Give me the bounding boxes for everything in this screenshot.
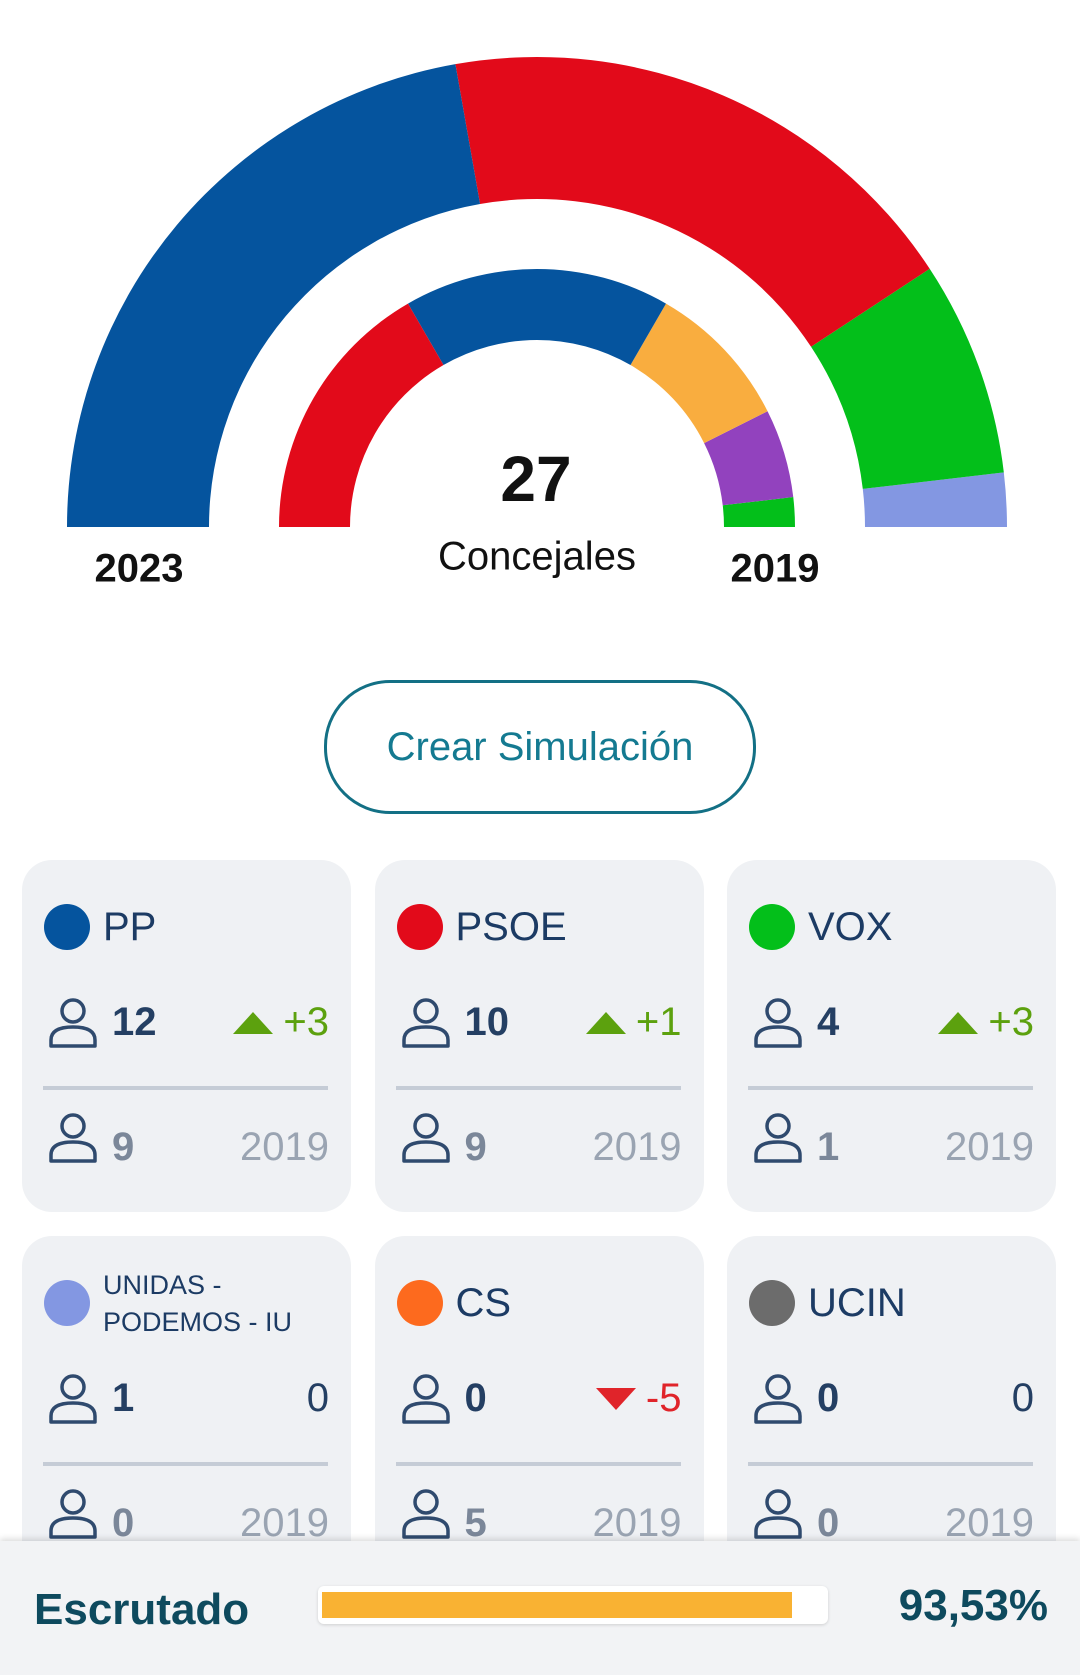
divider xyxy=(748,1462,1033,1466)
seat-segment xyxy=(67,64,481,528)
previous-year: 2019 xyxy=(240,1125,329,1169)
person-icon xyxy=(754,998,802,1048)
previous-seats: 1 xyxy=(817,1125,840,1169)
person-icon xyxy=(401,1113,450,1163)
previous-year: 2019 xyxy=(592,1501,682,1545)
party-card: UCIN 0 0 0 2019 xyxy=(727,1236,1056,1588)
seat-diff: 0 xyxy=(307,1376,329,1421)
seat-diff: +1 xyxy=(585,1000,682,1045)
total-label: Concejales xyxy=(438,535,636,579)
seats-value: 0 xyxy=(464,1376,487,1420)
outer-year: 2023 xyxy=(95,547,184,591)
person-icon xyxy=(754,1113,802,1163)
divider xyxy=(43,1462,328,1466)
seat-diff: +3 xyxy=(938,1000,1034,1045)
trend-arrow xyxy=(595,1387,636,1410)
seat-segment xyxy=(722,497,795,527)
seat-segment xyxy=(704,411,794,506)
previous-seats: 5 xyxy=(464,1501,487,1545)
party-dot xyxy=(44,904,90,950)
person-icon xyxy=(401,1489,450,1539)
diff-text: 0 xyxy=(306,1376,329,1420)
trend-arrow xyxy=(233,1011,274,1034)
seats-value: 4 xyxy=(817,1000,840,1044)
seat-segment xyxy=(811,268,1004,489)
person-icon xyxy=(401,998,450,1048)
previous-year: 2019 xyxy=(945,1125,1034,1169)
party-dot xyxy=(749,904,795,950)
total-seats: 27 xyxy=(500,443,571,515)
person-icon xyxy=(754,1489,802,1539)
party-name: UCIN xyxy=(808,1280,906,1325)
seat-segment xyxy=(862,472,1007,527)
diff-text: +1 xyxy=(635,1000,682,1044)
footer: Escrutado 93,53% xyxy=(0,1541,1080,1675)
divider xyxy=(395,1086,681,1090)
seat-segment xyxy=(455,57,930,347)
seats-value: 0 xyxy=(817,1376,840,1420)
diff-text: 0 xyxy=(1011,1376,1034,1420)
divider xyxy=(748,1086,1033,1090)
person-icon xyxy=(49,1489,97,1539)
party-name: VOX xyxy=(808,904,893,949)
seat-diff: 0 xyxy=(1012,1376,1034,1421)
progress-label: 93,53% xyxy=(898,1581,1048,1630)
diff-text: +3 xyxy=(988,1000,1034,1044)
seat-segment xyxy=(630,303,768,444)
divider xyxy=(395,1462,681,1466)
seats-value: 10 xyxy=(464,1000,510,1044)
person-icon xyxy=(49,1113,97,1163)
person-icon xyxy=(49,998,97,1048)
seat-segment xyxy=(408,268,666,366)
party-dot xyxy=(396,1280,443,1326)
previous-seats: 0 xyxy=(817,1501,840,1545)
divider xyxy=(43,1086,328,1090)
party-name: UNIDAS - PODEMOS - IU xyxy=(103,1270,293,1337)
previous-year: 2019 xyxy=(592,1125,682,1169)
party-card: PSOE 10 +1 9 2019 xyxy=(374,860,704,1212)
previous-year: 2019 xyxy=(240,1501,329,1545)
party-card: CS 0 -5 5 2019 xyxy=(374,1236,704,1588)
seat-diff: +3 xyxy=(233,1000,329,1045)
trend-arrow xyxy=(938,1011,979,1034)
footer-label: Escrutado xyxy=(34,1585,250,1634)
diff-text: -5 xyxy=(645,1376,682,1420)
hemicycle: 27 Concejales 2023 2019 xyxy=(67,57,1007,591)
party-name: CS xyxy=(455,1280,512,1325)
progress-track xyxy=(318,1586,828,1624)
person-icon xyxy=(49,1374,97,1424)
seats-value: 12 xyxy=(112,1000,157,1044)
party-dot xyxy=(749,1280,795,1326)
seat-diff: -5 xyxy=(595,1376,682,1421)
person-icon xyxy=(754,1374,802,1424)
progress-fill xyxy=(322,1592,792,1618)
previous-seats: 9 xyxy=(464,1125,487,1169)
party-name: PP xyxy=(103,904,157,949)
trend-arrow xyxy=(585,1011,626,1034)
party-dot xyxy=(44,1280,90,1326)
diff-text: +3 xyxy=(283,1000,329,1044)
inner-year: 2019 xyxy=(731,547,820,591)
seat-segment xyxy=(279,303,444,527)
party-card: PP 12 +3 9 2019 xyxy=(22,860,351,1212)
previous-seats: 9 xyxy=(112,1125,135,1169)
party-name: PSOE xyxy=(455,904,567,949)
create-simulation-button[interactable]: Crear Simulación xyxy=(324,680,756,814)
party-card: VOX 4 +3 1 2019 xyxy=(727,860,1056,1212)
party-card: UNIDAS - PODEMOS - IU 1 0 0 2019 xyxy=(22,1236,351,1588)
previous-seats: 0 xyxy=(112,1501,135,1545)
person-icon xyxy=(401,1374,450,1424)
party-dot xyxy=(396,904,443,950)
previous-year: 2019 xyxy=(945,1501,1034,1545)
seats-value: 1 xyxy=(112,1376,135,1420)
